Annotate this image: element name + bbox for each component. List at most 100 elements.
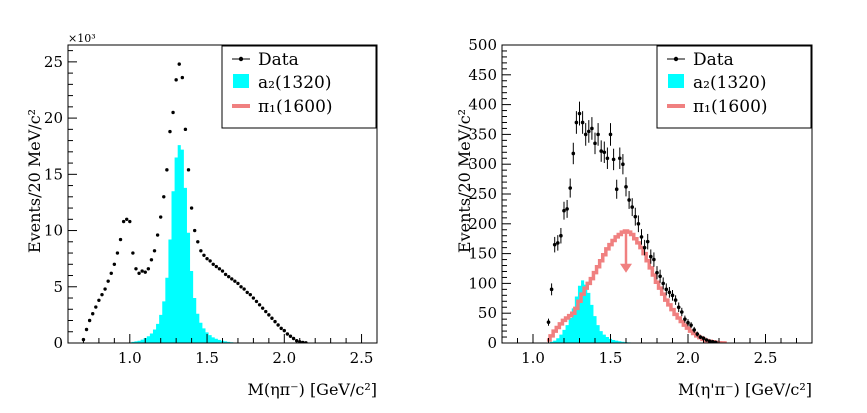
right-data-point <box>642 245 647 250</box>
right-data-point <box>605 156 610 161</box>
right-legend-data-marker <box>673 56 679 62</box>
left-data-point <box>121 219 126 224</box>
right-data-point <box>655 270 659 275</box>
right-data-point <box>580 120 585 125</box>
left-data-point <box>171 110 175 115</box>
left-y-tick-label: 20 <box>44 109 63 127</box>
left-data-point <box>143 270 147 274</box>
right-y-tick-label: 300 <box>468 155 497 173</box>
left-data-point <box>254 299 259 304</box>
right-data-point <box>645 239 650 244</box>
left-legend-a2-label: a₂(1320) <box>258 73 331 93</box>
left-data-point <box>155 233 160 237</box>
left-data-point <box>100 292 104 297</box>
right-data-point <box>546 320 551 324</box>
right-data-point <box>574 120 579 125</box>
right-data-point <box>698 335 703 339</box>
left-data-point <box>162 195 166 199</box>
right-data-point <box>680 310 684 314</box>
left-data-point <box>226 274 231 279</box>
right-y-tick-label: 100 <box>468 274 497 292</box>
left-x-axis-title: M(ηπ⁻) [GeV/c²] <box>247 380 377 399</box>
left-legend-data-label: Data <box>258 50 299 70</box>
right-y-tick-label: 200 <box>468 215 497 233</box>
right-legend-a2-swatch <box>668 74 684 88</box>
left-x-tick-label: 1.5 <box>195 349 219 367</box>
right-data-point <box>661 281 665 286</box>
left-data-point <box>220 269 225 273</box>
left-data-point <box>208 259 212 263</box>
left-data-point <box>134 267 138 271</box>
left-data-point <box>177 62 181 66</box>
right-pi1-histogram <box>546 229 727 343</box>
left-data-point <box>260 306 265 310</box>
left-axes: 1.0 1.5 2.0 2.5 0 5 10 15 20 25 <box>44 50 378 367</box>
right-data-point <box>602 150 607 155</box>
left-data-point <box>214 264 219 269</box>
right-pi1-arrow <box>620 232 632 273</box>
left-data-point <box>180 75 185 80</box>
right-x-axis-title: M(η'π⁻) [GeV/c²] <box>678 380 812 399</box>
left-data-point <box>267 313 271 317</box>
left-data-point <box>165 168 169 172</box>
left-y-tick-label: 10 <box>44 222 63 240</box>
left-x-tick-label: 2.0 <box>272 349 296 367</box>
right-data-point <box>649 254 653 259</box>
right-data-point <box>711 340 715 343</box>
left-data-point <box>168 129 172 134</box>
left-legend-data-marker <box>238 56 244 62</box>
left-data-point <box>118 237 123 242</box>
right-data-point <box>667 290 672 295</box>
left-data-point <box>137 271 141 275</box>
right-data-point <box>670 293 675 298</box>
left-y-multiplier: ×10³ <box>68 32 96 45</box>
right-data-point <box>652 257 656 262</box>
left-chart: 1.0 1.5 2.0 2.5 0 5 10 15 20 25 ×10³ Events/20 Me… <box>25 32 378 399</box>
right-chart: 1.0 1.5 2.0 2.5 0 50 100 150 200 250 300 350 400 450 5… <box>455 36 813 399</box>
right-data-point <box>549 287 554 292</box>
left-data-point <box>223 272 228 277</box>
left-data-point <box>106 279 110 283</box>
left-data-point <box>205 256 209 261</box>
left-y-axis-title: Events/20 MeV/c² <box>25 109 44 253</box>
right-y-tick-label: 50 <box>478 304 497 322</box>
left-data-point <box>233 279 237 283</box>
right-data-point <box>577 111 582 116</box>
left-data-point <box>112 262 117 266</box>
right-data-point <box>683 317 687 321</box>
right-data-point <box>611 157 616 162</box>
right-data-point <box>599 149 603 153</box>
left-data-point <box>128 219 132 224</box>
right-legend-data-label: Data <box>693 50 734 70</box>
left-data-point <box>152 249 157 253</box>
left-data-point <box>84 327 89 332</box>
right-data-point <box>568 186 572 190</box>
left-data-point <box>94 305 98 309</box>
right-y-tick-label: 150 <box>468 245 497 263</box>
right-data-point <box>565 207 569 211</box>
left-legend-pi1-label: π₁(1600) <box>258 97 333 117</box>
right-data-point <box>556 241 560 245</box>
left-data-point <box>251 296 256 300</box>
right-a2-area <box>550 280 640 343</box>
left-data-point <box>301 340 305 343</box>
right-data-point <box>704 338 709 342</box>
right-data-point <box>658 274 662 279</box>
right-data-point <box>664 287 669 292</box>
left-data-point <box>140 269 144 273</box>
left-data-point <box>291 336 296 341</box>
right-x-tick-label: 2.0 <box>676 349 700 367</box>
left-data-point <box>248 292 253 297</box>
right-data-point <box>624 185 628 189</box>
left-data-point <box>183 127 188 132</box>
right-data-point <box>596 132 600 137</box>
left-data-point <box>294 339 299 343</box>
right-data-point <box>707 339 712 343</box>
right-data-point <box>618 156 622 161</box>
left-data-point <box>196 240 200 244</box>
left-data-point <box>131 251 135 255</box>
right-y-tick-label: 250 <box>468 185 497 203</box>
right-data-point <box>686 320 690 325</box>
right-data-point <box>695 332 700 336</box>
